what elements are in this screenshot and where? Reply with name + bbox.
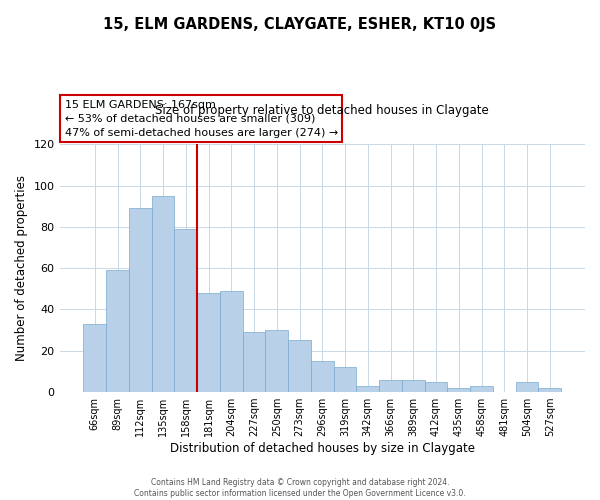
Bar [356,386,379,392]
Bar [538,388,561,392]
Text: 15, ELM GARDENS, CLAYGATE, ESHER, KT10 0JS: 15, ELM GARDENS, CLAYGATE, ESHER, KT10 0… [103,18,497,32]
Text: Contains HM Land Registry data © Crown copyright and database right 2024.
Contai: Contains HM Land Registry data © Crown c… [134,478,466,498]
Bar [175,229,197,392]
Bar [152,196,175,392]
Bar [334,368,356,392]
Bar [379,380,402,392]
Bar [448,388,470,392]
Bar [220,291,242,392]
Y-axis label: Number of detached properties: Number of detached properties [15,175,28,361]
Bar [106,270,129,392]
Bar [470,386,493,392]
Bar [311,361,334,392]
Title: Size of property relative to detached houses in Claygate: Size of property relative to detached ho… [155,104,489,117]
Bar [129,208,152,392]
Bar [83,324,106,392]
Bar [515,382,538,392]
Bar [425,382,448,392]
Bar [197,293,220,392]
Bar [288,340,311,392]
X-axis label: Distribution of detached houses by size in Claygate: Distribution of detached houses by size … [170,442,475,455]
Bar [402,380,425,392]
Bar [265,330,288,392]
Bar [242,332,265,392]
Text: 15 ELM GARDENS: 167sqm
← 53% of detached houses are smaller (309)
47% of semi-de: 15 ELM GARDENS: 167sqm ← 53% of detached… [65,100,338,138]
